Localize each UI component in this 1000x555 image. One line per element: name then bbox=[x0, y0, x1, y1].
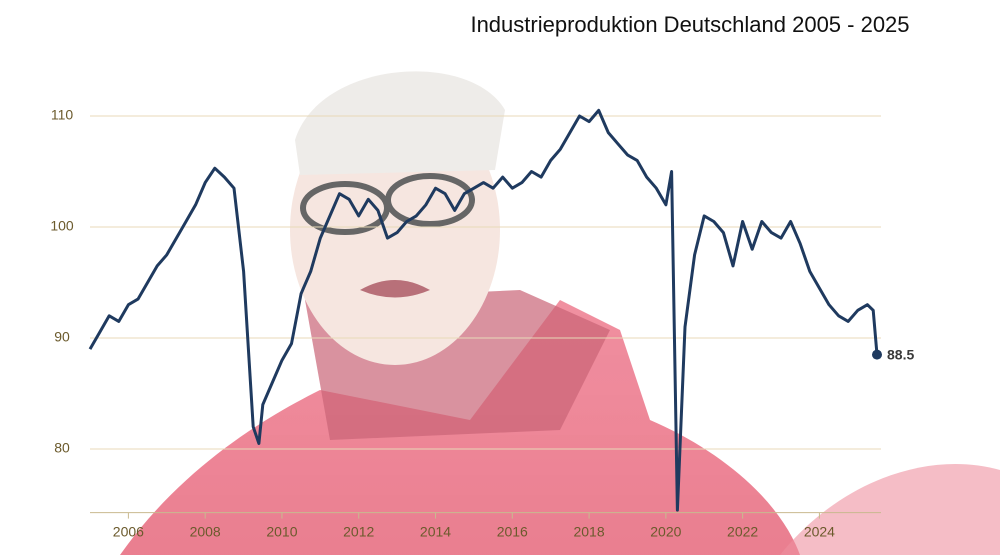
x-tick-label: 2016 bbox=[497, 524, 528, 540]
x-tick-label: 2020 bbox=[650, 524, 681, 540]
x-tick-label: 2014 bbox=[420, 524, 451, 540]
x-tick-label: 2008 bbox=[190, 524, 221, 540]
line bbox=[88, 108, 879, 512]
end-point bbox=[872, 349, 882, 360]
x-tick-label: 2024 bbox=[804, 524, 835, 540]
y-tick-label: 80 bbox=[54, 440, 70, 456]
y-tick-label: 90 bbox=[54, 329, 70, 345]
x-tick-label: 2022 bbox=[727, 524, 758, 540]
x-tick-label: 2018 bbox=[573, 524, 604, 540]
x-tick-label: 2010 bbox=[266, 524, 297, 540]
x-tick-label: 2006 bbox=[113, 524, 144, 540]
chart-title: Industrieproduktion Deutschland 2005 - 2… bbox=[470, 12, 909, 37]
y-tick-label: 100 bbox=[50, 218, 74, 234]
background-illustration bbox=[120, 71, 1000, 555]
x-tick-label: 2012 bbox=[343, 524, 374, 540]
y-tick-label: 110 bbox=[51, 107, 74, 123]
end-label: 88.5 bbox=[887, 346, 914, 362]
